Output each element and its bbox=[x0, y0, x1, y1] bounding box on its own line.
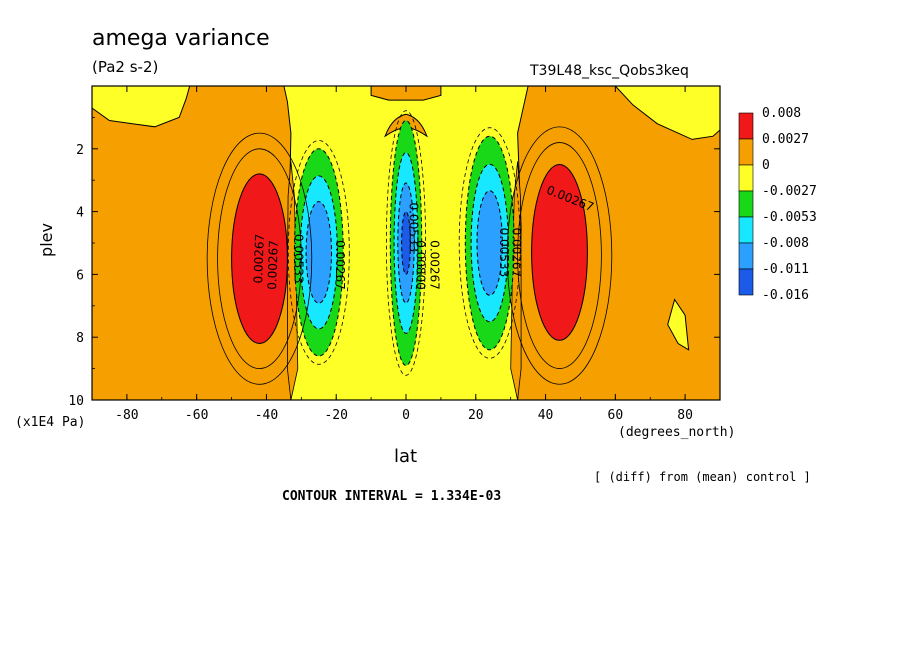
x-tick-label: -20 bbox=[324, 408, 347, 423]
legend-level-label: -0.011 bbox=[762, 262, 809, 277]
contour-label-8: 0.00267 bbox=[509, 228, 523, 278]
legend-swatch bbox=[738, 242, 754, 270]
legend-level-label: -0.0027 bbox=[762, 184, 817, 199]
y-axis-units: (x1E4 Pa) bbox=[15, 415, 86, 430]
legend-swatch bbox=[738, 190, 754, 218]
legend-level-label: -0.016 bbox=[762, 288, 809, 303]
sh-negative-min-outer-contour bbox=[287, 140, 350, 365]
chart-units: (Pa2 s-2) bbox=[92, 58, 159, 76]
contour-label-6: 0.00267 bbox=[427, 240, 441, 290]
legend-swatch bbox=[738, 138, 754, 166]
legend-level-label: -0.0053 bbox=[762, 210, 817, 225]
positive-contour-nh2 bbox=[506, 126, 613, 385]
y-tick-label: 2 bbox=[76, 143, 84, 158]
legend-level-label: 0 bbox=[762, 158, 770, 173]
y-tick-label: 6 bbox=[76, 268, 84, 283]
y-tick-label: 4 bbox=[76, 206, 84, 221]
contour-label-1: 0.00267 bbox=[251, 234, 267, 284]
sh-positive-max-ring-0 bbox=[231, 173, 288, 345]
eq-negative-min-outer-contour bbox=[385, 110, 426, 376]
contour-label-2: 0.00533 bbox=[291, 234, 305, 284]
x-tick-label: 40 bbox=[538, 408, 554, 423]
x-axis-units: (degrees_north) bbox=[618, 425, 736, 440]
legend-swatch bbox=[738, 268, 754, 296]
legend-level-label: 0.0027 bbox=[762, 132, 809, 147]
eq-negative-min-ring-3 bbox=[401, 211, 411, 275]
x-tick-label: 60 bbox=[608, 408, 624, 423]
run-name: T39L48_ksc_Qobs3keq bbox=[530, 63, 689, 79]
x-tick-label: -80 bbox=[115, 408, 138, 423]
field-orange-top bbox=[370, 86, 442, 101]
contour-label-0: 0.00267 bbox=[265, 240, 281, 290]
legend-swatch bbox=[738, 112, 754, 140]
nh-negative-min-outer-contour bbox=[458, 127, 521, 359]
x-axis-label: lat bbox=[394, 446, 418, 467]
field-yellow-ne bbox=[614, 86, 720, 140]
y-tick-label: 10 bbox=[68, 394, 84, 409]
x-tick-label: 20 bbox=[468, 408, 484, 423]
legend-swatch bbox=[738, 216, 754, 244]
x-tick-label: 0 bbox=[402, 408, 410, 423]
diff-note: [ (diff) from (mean) control ] bbox=[594, 470, 811, 484]
x-tick-label: -40 bbox=[255, 408, 278, 423]
contour-label-3: 0.00267 bbox=[333, 240, 347, 290]
contour-interval: CONTOUR INTERVAL = 1.334E-03 bbox=[282, 489, 502, 504]
legend-level-label: 0.008 bbox=[762, 106, 801, 121]
legend-level-label: -0.008 bbox=[762, 236, 809, 251]
contour-label-4: 0.00533 bbox=[407, 202, 421, 252]
legend-swatch bbox=[738, 164, 754, 192]
contour-label-5: 0.00800 bbox=[414, 240, 428, 290]
field-yellow-nw bbox=[92, 86, 191, 128]
field-orange-strip-sh bbox=[286, 161, 299, 400]
chart-title: amega variance bbox=[92, 26, 270, 51]
nh-positive-max-ring-0 bbox=[531, 164, 588, 341]
positive-contour-sh2 bbox=[206, 132, 313, 385]
color-legend: 0.008 0.0027 0 -0.0027 -0.0053 -0.008 -0.011 -0… bbox=[738, 106, 817, 303]
positive-contour-nh bbox=[517, 142, 602, 369]
sh-negative-min-ring-2 bbox=[305, 201, 332, 304]
contour-label-7: 0.00533 bbox=[497, 228, 511, 278]
x-tick-label: -60 bbox=[185, 408, 208, 423]
nh-negative-min-ring-2 bbox=[476, 190, 503, 296]
y-tick-label: 8 bbox=[76, 331, 84, 346]
field-yellow-blob bbox=[667, 298, 690, 351]
positive-contour-sh bbox=[217, 148, 302, 370]
x-tick-label: 80 bbox=[677, 408, 693, 423]
